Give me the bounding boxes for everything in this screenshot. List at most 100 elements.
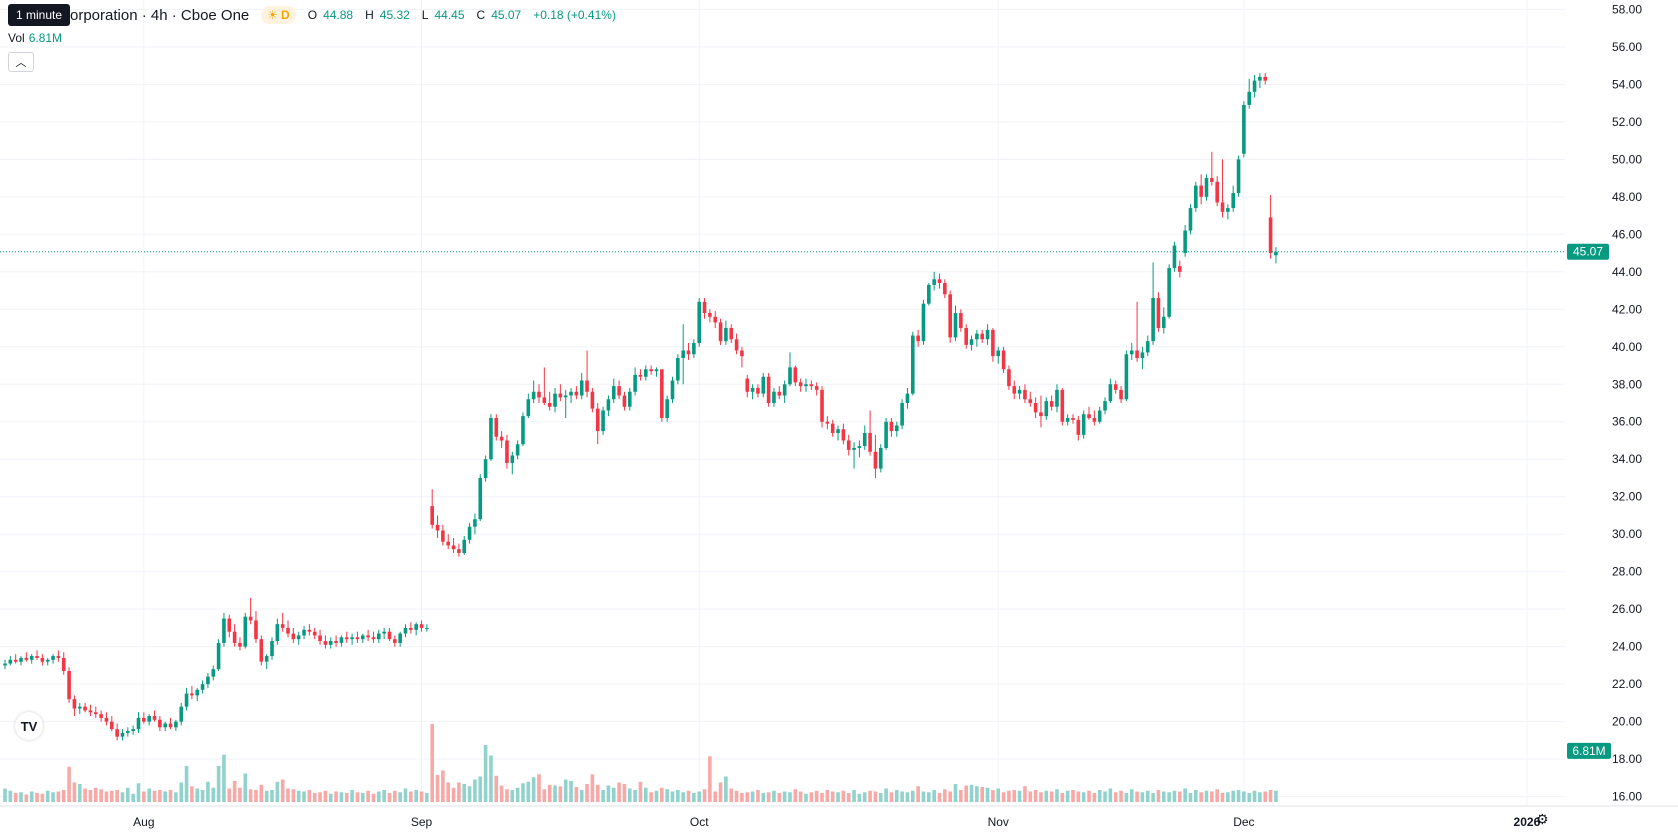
candle-body bbox=[1183, 230, 1187, 254]
candle-body bbox=[975, 333, 979, 340]
candle-body bbox=[745, 378, 750, 392]
collapse-legend-button[interactable]: ︿ bbox=[8, 52, 34, 72]
candle bbox=[275, 618, 280, 645]
candle bbox=[601, 406, 605, 435]
candle bbox=[681, 324, 685, 385]
candle bbox=[371, 631, 376, 643]
candle bbox=[542, 367, 547, 405]
volume-bar bbox=[724, 776, 728, 802]
candle-body bbox=[1049, 401, 1054, 407]
candle bbox=[740, 346, 744, 368]
candle-body bbox=[670, 380, 675, 400]
time-tick-label: Aug bbox=[133, 815, 154, 829]
candle-body bbox=[45, 659, 50, 662]
volume-bar bbox=[478, 776, 483, 802]
candle-body bbox=[35, 656, 39, 658]
candle bbox=[88, 704, 93, 717]
volume-bar bbox=[745, 792, 750, 802]
volume-bar bbox=[761, 793, 766, 802]
candle bbox=[820, 386, 824, 428]
volume-bar bbox=[291, 789, 296, 802]
volume-bar bbox=[670, 791, 675, 802]
candle bbox=[676, 354, 680, 385]
volume-bar bbox=[286, 788, 290, 802]
session-badge[interactable]: ☀ D bbox=[261, 6, 296, 24]
candle bbox=[1049, 395, 1054, 411]
volume-bar bbox=[45, 790, 50, 802]
volume-bar bbox=[921, 791, 926, 802]
candle-body bbox=[29, 656, 34, 660]
volume-bar bbox=[1140, 792, 1145, 802]
volume-bar bbox=[200, 790, 205, 802]
candle-body bbox=[1039, 412, 1043, 417]
volume-bar bbox=[419, 791, 424, 802]
candle bbox=[1215, 176, 1219, 207]
candle bbox=[350, 633, 354, 645]
candles bbox=[3, 73, 1278, 741]
volume-bar bbox=[318, 792, 322, 802]
candle-body bbox=[1236, 159, 1241, 194]
price-axis[interactable]: 58.00 56.00 54.00 52.00 50.00 48.00 46.00 44.00… bbox=[1567, 2, 1642, 804]
candle bbox=[510, 451, 515, 475]
candle bbox=[830, 419, 835, 437]
candle bbox=[147, 714, 151, 726]
volume-bar bbox=[1097, 790, 1102, 802]
candle-body bbox=[1103, 401, 1107, 411]
candle bbox=[638, 369, 643, 381]
candle-body bbox=[841, 429, 846, 441]
candle bbox=[1012, 380, 1017, 400]
volume-bar bbox=[259, 784, 264, 802]
candle-body bbox=[286, 627, 290, 634]
candle-body bbox=[654, 369, 659, 372]
volume-bar bbox=[93, 787, 98, 802]
candle-body bbox=[67, 671, 71, 700]
candle-body bbox=[344, 637, 349, 640]
candle-body bbox=[1060, 389, 1065, 422]
candle-body bbox=[660, 369, 664, 418]
candle bbox=[238, 637, 242, 651]
symbol-title[interactable]: orporation · 4h · Cboe One bbox=[70, 6, 250, 24]
candle-body bbox=[878, 447, 883, 469]
low-key: L bbox=[421, 8, 429, 22]
candle bbox=[627, 388, 632, 411]
candle-body bbox=[270, 641, 274, 657]
candle-body bbox=[927, 284, 931, 304]
candle bbox=[222, 612, 226, 647]
volume-bar bbox=[1252, 790, 1257, 802]
candle bbox=[921, 299, 926, 345]
volume-bar bbox=[446, 782, 451, 802]
volume-bar bbox=[387, 793, 392, 802]
volume-bar bbox=[1119, 790, 1123, 802]
candle bbox=[708, 309, 712, 323]
candle bbox=[1161, 307, 1166, 334]
candle bbox=[862, 425, 867, 450]
candle bbox=[35, 650, 39, 660]
candle bbox=[115, 723, 119, 741]
candle bbox=[179, 702, 184, 726]
candle bbox=[328, 637, 333, 649]
candle bbox=[72, 695, 77, 717]
candle bbox=[462, 536, 467, 555]
volume-bar bbox=[211, 787, 216, 802]
volume-bar bbox=[601, 790, 605, 802]
gear-icon[interactable]: ⚙ bbox=[1536, 811, 1549, 827]
volume-bar bbox=[222, 754, 226, 802]
candle-body bbox=[296, 635, 301, 640]
candle bbox=[1178, 260, 1182, 278]
tradingview-logo-icon[interactable]: TV bbox=[15, 712, 43, 740]
candle-body bbox=[1055, 389, 1059, 407]
candle bbox=[718, 318, 723, 345]
volume-bar bbox=[334, 791, 338, 802]
last-volume-label: 6.81M bbox=[1572, 744, 1605, 758]
candle bbox=[766, 373, 771, 407]
time-axis[interactable]: Aug Sep Oct Nov Dec 2026 bbox=[0, 805, 1678, 829]
candle bbox=[937, 273, 942, 289]
volume-bar bbox=[702, 789, 707, 802]
candle-body bbox=[3, 663, 7, 666]
volume-bar bbox=[366, 790, 370, 802]
volume-bar bbox=[916, 786, 920, 802]
candle-body bbox=[1226, 208, 1230, 212]
price-tick-label: 32.00 bbox=[1612, 490, 1642, 504]
volume-bar bbox=[1060, 793, 1065, 802]
